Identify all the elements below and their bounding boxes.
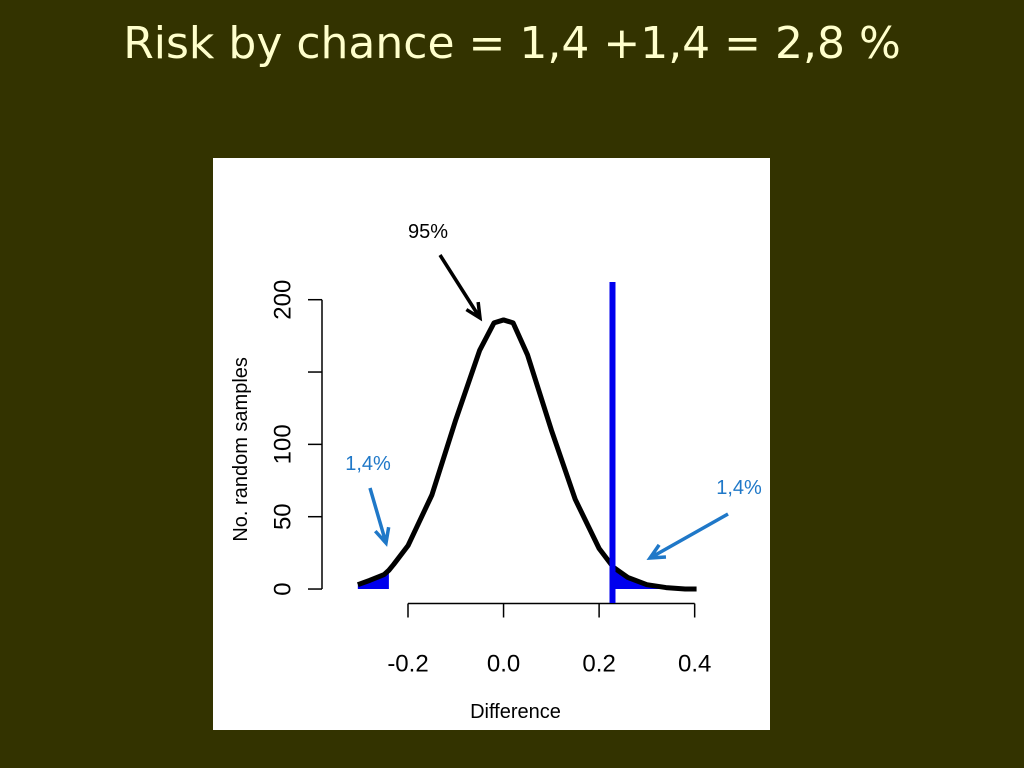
right-tail — [613, 567, 697, 590]
x-tick-label: 0.2 — [582, 651, 615, 678]
y-tick-label: 200 — [269, 280, 296, 320]
annotation: 95% — [408, 221, 448, 243]
slide-title: Risk by chance = 1,4 +1,4 = 2,8 % — [123, 18, 901, 69]
annotation-arrow — [368, 487, 391, 547]
annotation: 1,4% — [716, 477, 762, 499]
annotation: 1,4% — [345, 453, 391, 475]
x-tick-label: 0.4 — [678, 651, 711, 678]
curve — [356, 317, 697, 592]
y-tick-label: 0 — [269, 582, 296, 595]
plot-background — [213, 158, 770, 730]
annotation-arrow — [646, 512, 729, 560]
x-axis-label: Difference — [470, 701, 561, 723]
x-tick-label: 0.0 — [487, 651, 520, 678]
y-tick-label: 50 — [269, 503, 296, 530]
chart: 0 50 100 200 -0.2 0.0 0.2 0.4 Difference No. rand… — [213, 158, 770, 730]
y-axis-label: No. random samples — [230, 357, 252, 542]
x-tick-label: -0.2 — [387, 651, 428, 678]
annotation-arrow — [438, 254, 483, 322]
y-tick-label: 100 — [269, 424, 296, 464]
